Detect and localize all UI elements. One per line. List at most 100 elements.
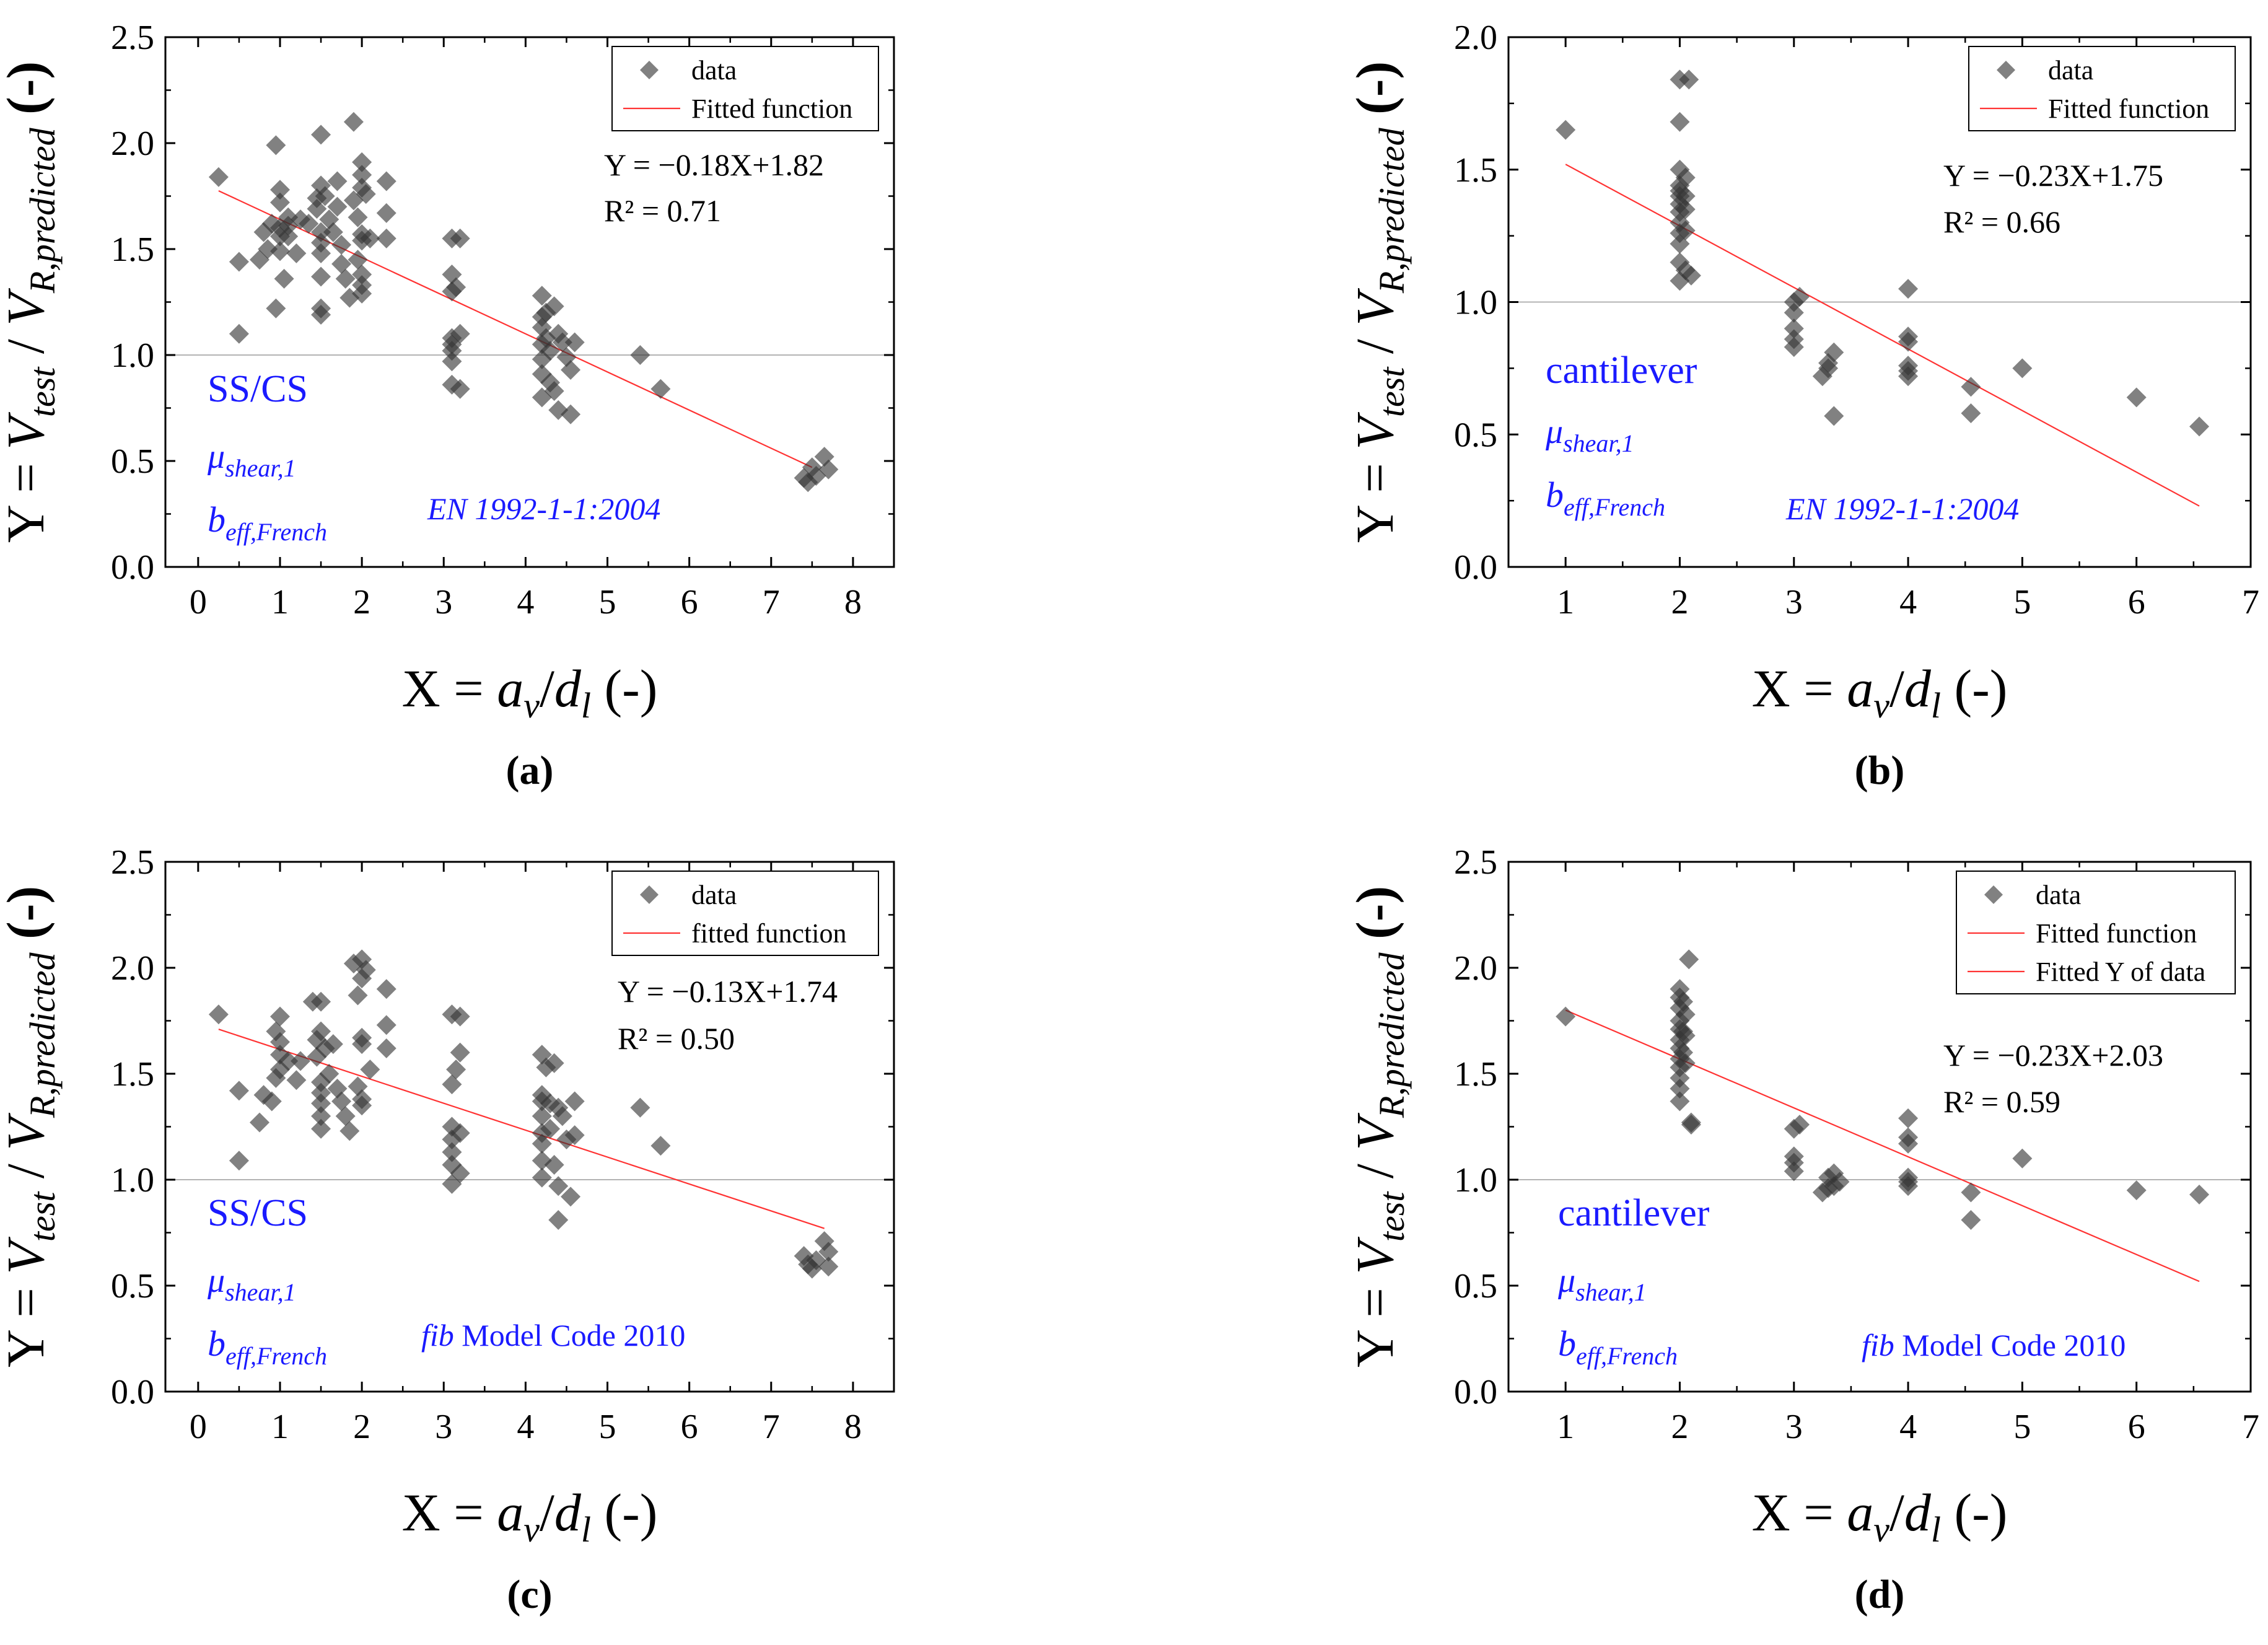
b-symbol: b	[208, 1323, 225, 1364]
xlabel-a-sub: v	[523, 685, 540, 726]
data-point	[564, 332, 585, 353]
data-point	[450, 379, 470, 399]
data-point	[442, 1142, 462, 1162]
xlabel-a: a	[497, 1483, 523, 1542]
x-tick-label: 4	[1899, 1408, 1917, 1446]
data-point	[269, 1032, 290, 1052]
data-point	[269, 1006, 290, 1027]
fit-equation: Y = −0.23X+1.75	[1943, 158, 2163, 193]
data-point	[548, 1209, 569, 1230]
data-point	[311, 1093, 331, 1113]
panel-label: (b)	[1855, 748, 1905, 793]
data-point	[544, 296, 564, 317]
data-point	[450, 1163, 470, 1183]
data-point	[335, 268, 356, 289]
b-label: beff,French	[208, 1323, 327, 1370]
xlabel-suffix: (-)	[1941, 659, 2007, 718]
data-point	[269, 241, 290, 261]
data-point	[249, 1112, 269, 1133]
b-subscript: eff,French	[225, 518, 327, 546]
ylabel-prefix: Y =	[0, 450, 55, 543]
data-point	[311, 305, 331, 325]
y-axis-label: Y = Vtest / VR,predicted (-)	[0, 61, 63, 543]
y-axis-label: Y = Vtest / VR,predicted (-)	[1345, 886, 1412, 1367]
data-point	[323, 1034, 343, 1055]
data-point	[352, 1095, 372, 1116]
group-label: cantilever	[1546, 349, 1697, 392]
data-point	[544, 381, 564, 401]
data-point	[564, 1125, 585, 1146]
xlabel-suffix: (-)	[1941, 1483, 2007, 1542]
x-tick-label: 5	[2013, 583, 2031, 621]
x-tick-label: 1	[271, 1408, 289, 1446]
data-point	[540, 1118, 561, 1139]
y-tick-label: 0.5	[1454, 416, 1497, 454]
y-tick-label: 2.5	[111, 19, 154, 57]
x-tick-label: 6	[681, 1408, 698, 1446]
data-point	[335, 1106, 356, 1126]
y-tick-label: 1.5	[1454, 1055, 1497, 1094]
mu-subscript: shear,1	[225, 1278, 296, 1306]
b-symbol: b	[1558, 1323, 1576, 1364]
xlabel-d: d	[554, 659, 582, 718]
x-tick-label: 2	[353, 1408, 370, 1446]
data-point	[1789, 1115, 1810, 1135]
data-point	[376, 979, 396, 999]
x-tick-label: 7	[763, 1408, 780, 1446]
x-tick-label: 2	[1671, 583, 1688, 621]
data-point	[348, 207, 368, 227]
ylabel-prefix: Y =	[0, 1274, 55, 1367]
xlabel-prefix: X =	[1752, 659, 1847, 718]
mu-label: μshear,1	[1545, 413, 1634, 457]
group-label: cantilever	[1558, 1192, 1710, 1234]
data-point	[818, 459, 839, 480]
data-point	[1898, 279, 1919, 299]
ylabel-v2: V	[0, 288, 55, 326]
design-code-normal: Model Code 2010	[1894, 1328, 2126, 1362]
data-point	[274, 268, 294, 289]
y-tick-label: 1.5	[1454, 151, 1497, 190]
data-point	[552, 332, 572, 353]
data-point	[540, 341, 561, 361]
ylabel-slash: /	[1345, 1151, 1404, 1192]
design-code-label: fib Model Code 2010	[1862, 1328, 2126, 1362]
mu-label: μshear,1	[207, 1261, 296, 1306]
legend-label: Fitted function	[691, 94, 852, 124]
fit-r2: R² = 0.59	[1943, 1084, 2060, 1119]
x-tick-label: 6	[2128, 583, 2145, 621]
xlabel-slash: /	[540, 1483, 554, 1542]
data-point	[450, 1123, 470, 1143]
data-point	[544, 1155, 564, 1175]
b-subscript: eff,French	[1576, 1342, 1678, 1370]
data-point	[2126, 387, 2147, 408]
data-point	[299, 213, 319, 234]
ylabel-suffix: (-)	[0, 886, 55, 952]
ylabel-slash: /	[0, 326, 55, 367]
mu-subscript: shear,1	[1563, 429, 1634, 457]
x-axis-label: X = av/dl (-)	[1752, 659, 2008, 726]
panel-label: (a)	[506, 748, 554, 793]
xlabel-prefix: X =	[402, 659, 497, 718]
data-point	[1898, 1108, 1919, 1128]
data-point	[561, 1187, 581, 1207]
data-point	[1961, 403, 1981, 424]
y-tick-label: 2.5	[1454, 843, 1497, 882]
xlabel-a-sub: v	[1873, 685, 1889, 726]
data-point	[376, 1015, 396, 1035]
data-point	[818, 1242, 839, 1262]
data-point	[1670, 1078, 1690, 1099]
x-axis-label: X = av/dl (-)	[402, 659, 658, 726]
ylabel-prefix: Y =	[1345, 450, 1404, 543]
data-point	[331, 253, 352, 274]
data-point	[261, 1091, 282, 1112]
data-point	[630, 345, 650, 365]
x-tick-label: 1	[1557, 583, 1574, 621]
xlabel-d-sub: l	[581, 685, 591, 726]
data-point	[291, 1051, 311, 1071]
data-point	[331, 1091, 352, 1112]
ylabel-slash: /	[0, 1151, 55, 1192]
xlabel-suffix: (-)	[591, 659, 657, 718]
data-point	[1784, 302, 1804, 323]
ylabel-slash: /	[1345, 326, 1404, 367]
data-point	[1675, 1053, 1696, 1073]
